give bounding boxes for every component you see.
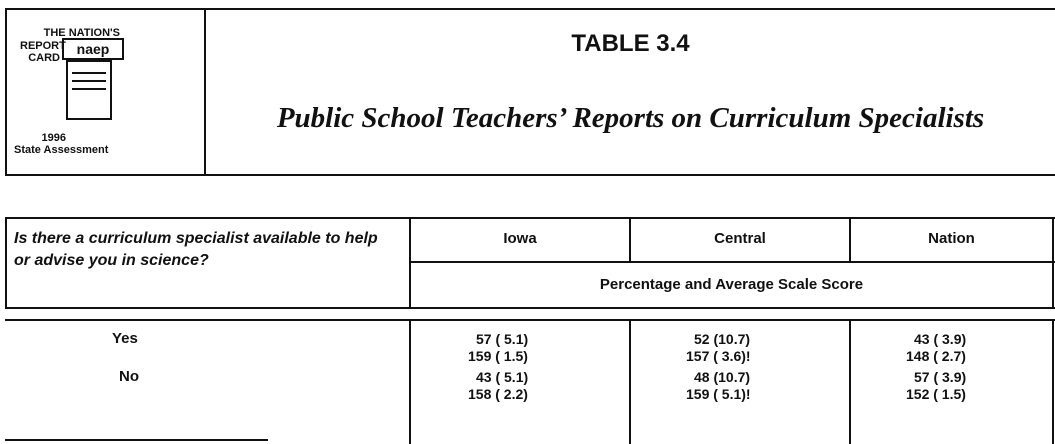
cell-value: 159 ( 1.5) (468, 348, 528, 364)
cell-value: 43 ( 5.1) (476, 369, 529, 385)
logo-line: THE NATION'S (43, 27, 120, 39)
logo-line: State Assessment (14, 144, 109, 156)
border (849, 217, 851, 263)
cell-value: 157 ( 3.6)! (686, 348, 751, 364)
column-header: Nation (928, 230, 975, 247)
logo-line: CARD (28, 52, 60, 64)
border (629, 319, 631, 444)
column-header: Iowa (503, 230, 537, 247)
subtitle: Public School Teachers’ Reports on Curri… (276, 102, 985, 134)
column-header: Central (714, 230, 766, 247)
border (849, 319, 851, 444)
question: Is there a curriculum specialist availab… (14, 230, 378, 269)
border (5, 307, 1055, 309)
cell-value: 48 (10.7) (694, 369, 751, 385)
border (409, 217, 411, 309)
cell-value: 158 ( 2.2) (468, 386, 528, 402)
border (5, 8, 1055, 10)
cell-value: 152 ( 1.5) (906, 386, 966, 402)
border (5, 319, 1055, 321)
logo-line: REPORT (20, 40, 66, 52)
border (629, 217, 631, 263)
border (204, 8, 206, 176)
border (1052, 217, 1054, 309)
logo-badge: naep (62, 38, 124, 60)
row-label: Yes (112, 330, 138, 347)
row-label: No (119, 368, 139, 385)
border (410, 261, 1055, 263)
border (5, 439, 268, 441)
logo-card (66, 60, 112, 120)
cell-value: 52 (10.7) (694, 331, 751, 347)
cell-value: 57 ( 3.9) (914, 369, 967, 385)
border (5, 174, 1055, 176)
cell-value: 148 ( 2.7) (906, 348, 966, 364)
logo-line: 1996 (41, 132, 66, 144)
border (1052, 319, 1054, 444)
title: TABLE 3.4 (571, 30, 690, 57)
border (5, 217, 7, 309)
cell-value: 43 ( 3.9) (914, 331, 967, 347)
cell-value: 159 ( 5.1)! (686, 386, 751, 402)
border (5, 8, 7, 176)
subheader: Percentage and Average Scale Score (599, 276, 864, 293)
border (5, 217, 1055, 219)
border (409, 319, 411, 444)
cell-value: 57 ( 5.1) (476, 331, 529, 347)
